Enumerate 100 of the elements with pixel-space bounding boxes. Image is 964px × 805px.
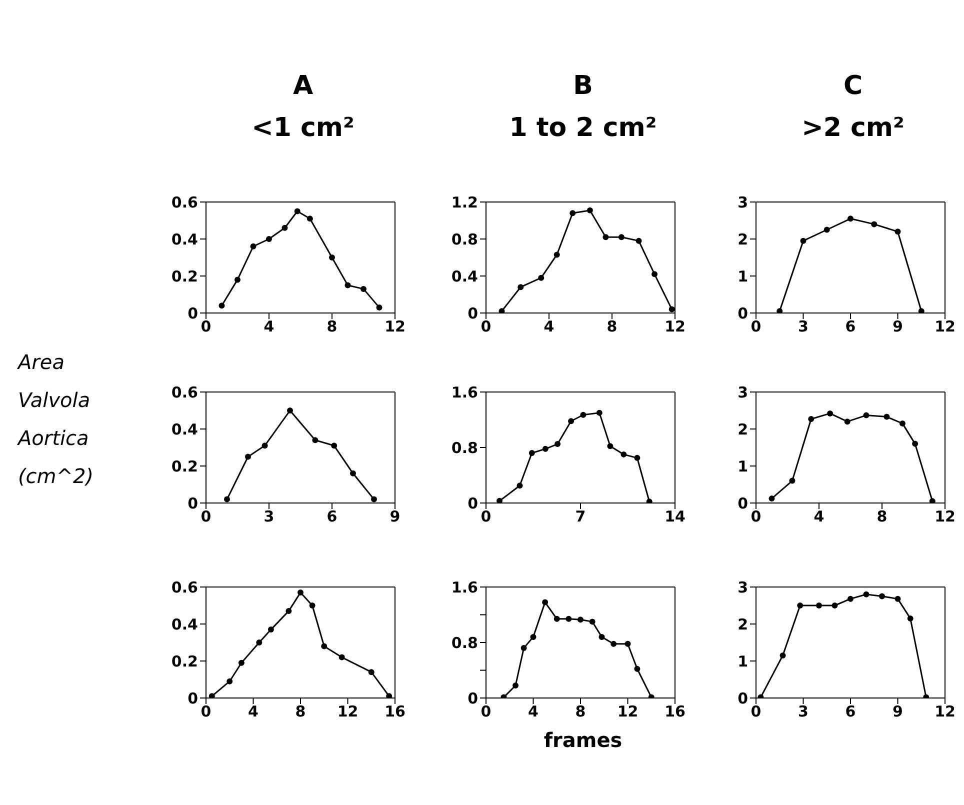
point xyxy=(321,643,328,650)
point xyxy=(224,496,230,502)
x-tick-label: 12 xyxy=(617,702,638,721)
y-tick-label: 0 xyxy=(188,494,198,512)
point xyxy=(498,308,505,313)
x-tick-label: 0 xyxy=(200,702,212,721)
point xyxy=(331,442,338,449)
chart-subtitle: <1 cm² xyxy=(250,113,356,145)
x-tick-label: 0 xyxy=(200,318,212,336)
point xyxy=(929,498,936,503)
x-tick-label: 3 xyxy=(264,508,274,526)
point xyxy=(580,412,586,418)
point xyxy=(298,590,304,596)
point xyxy=(386,693,392,698)
point xyxy=(368,669,374,676)
x-tick-label: 16 xyxy=(384,702,406,721)
point xyxy=(624,640,631,647)
point xyxy=(918,308,924,313)
point xyxy=(610,640,617,647)
point xyxy=(894,596,901,602)
point xyxy=(816,602,822,608)
point xyxy=(652,271,658,278)
point xyxy=(871,221,878,228)
x-tick-label: 9 xyxy=(892,318,903,336)
point xyxy=(797,602,804,608)
point xyxy=(879,593,885,600)
point xyxy=(234,276,240,283)
point xyxy=(309,602,316,608)
point xyxy=(294,208,300,214)
y-tick-label: 2 xyxy=(738,420,748,438)
y-tick-label: 0 xyxy=(468,304,478,322)
point xyxy=(568,418,574,424)
y-tick-label: 1.6 xyxy=(451,383,478,402)
point xyxy=(848,596,854,602)
point xyxy=(538,274,544,281)
y-tick-label: 0.6 xyxy=(171,193,198,212)
point xyxy=(250,243,256,250)
x-tick-label: 4 xyxy=(544,318,554,336)
x-tick-label: 4 xyxy=(264,318,274,336)
chart-title: C xyxy=(842,71,864,103)
point xyxy=(566,616,572,622)
point xyxy=(668,306,675,312)
x-tick-label: 0 xyxy=(750,318,762,336)
x-tick-label: 0 xyxy=(480,508,492,526)
point xyxy=(863,412,870,418)
point xyxy=(602,234,609,240)
y-tick-label: 0 xyxy=(738,494,748,512)
point xyxy=(266,236,272,242)
y-tick-label: 1.2 xyxy=(451,193,478,212)
point xyxy=(208,693,215,698)
point xyxy=(350,470,356,476)
y-tick-label: 0 xyxy=(468,689,478,708)
point xyxy=(598,634,605,640)
point xyxy=(282,224,288,231)
point xyxy=(800,238,806,244)
point xyxy=(620,451,627,458)
point xyxy=(884,414,890,420)
point xyxy=(780,652,786,658)
y-tick-label: 2 xyxy=(738,615,748,634)
x-tick-label: 6 xyxy=(326,508,338,526)
point xyxy=(312,437,318,444)
chart-subtitle: 1 to 2 cm² xyxy=(508,113,658,145)
y-tick-label: 0.6 xyxy=(171,383,198,402)
point xyxy=(789,478,796,484)
x-tick-label: 9 xyxy=(390,508,400,526)
chart-title: B xyxy=(572,71,594,103)
point xyxy=(262,442,268,449)
x-tick-label: 0 xyxy=(750,702,762,721)
x-tick-label: 12 xyxy=(337,702,358,721)
point xyxy=(832,602,838,608)
y-tick-label: 0 xyxy=(188,689,198,708)
point xyxy=(286,608,292,614)
y-axis-title: Area Valvola Aortica (cm^2) xyxy=(18,349,95,490)
point xyxy=(589,618,596,625)
x-tick-label: 12 xyxy=(664,318,686,336)
point xyxy=(518,284,524,290)
y-tick-label: 0.4 xyxy=(171,420,198,438)
x-tick-label: 8 xyxy=(876,508,888,526)
point xyxy=(542,599,548,606)
y-tick-label: 3 xyxy=(738,193,748,212)
x-tick-label: 8 xyxy=(575,702,586,721)
point xyxy=(863,591,870,598)
y-tick-label: 0 xyxy=(738,689,748,708)
x-tick-label: 7 xyxy=(575,508,586,526)
point xyxy=(894,228,901,235)
y-tick-label: 1 xyxy=(738,267,748,286)
y-tick-label: 0 xyxy=(738,304,748,322)
point xyxy=(238,660,244,666)
point xyxy=(636,238,642,244)
y-tick-label: 0.4 xyxy=(451,267,478,286)
point xyxy=(554,441,561,448)
point xyxy=(776,308,783,313)
y-tick-label: 1 xyxy=(738,457,748,476)
point xyxy=(634,454,640,461)
x-tick-label: 8 xyxy=(326,318,338,336)
x-tick-label: 4 xyxy=(814,508,824,526)
x-tick-label: 8 xyxy=(295,702,306,721)
x-tick-label: 3 xyxy=(798,318,808,336)
x-tick-label: 0 xyxy=(200,508,212,526)
point xyxy=(827,410,834,416)
